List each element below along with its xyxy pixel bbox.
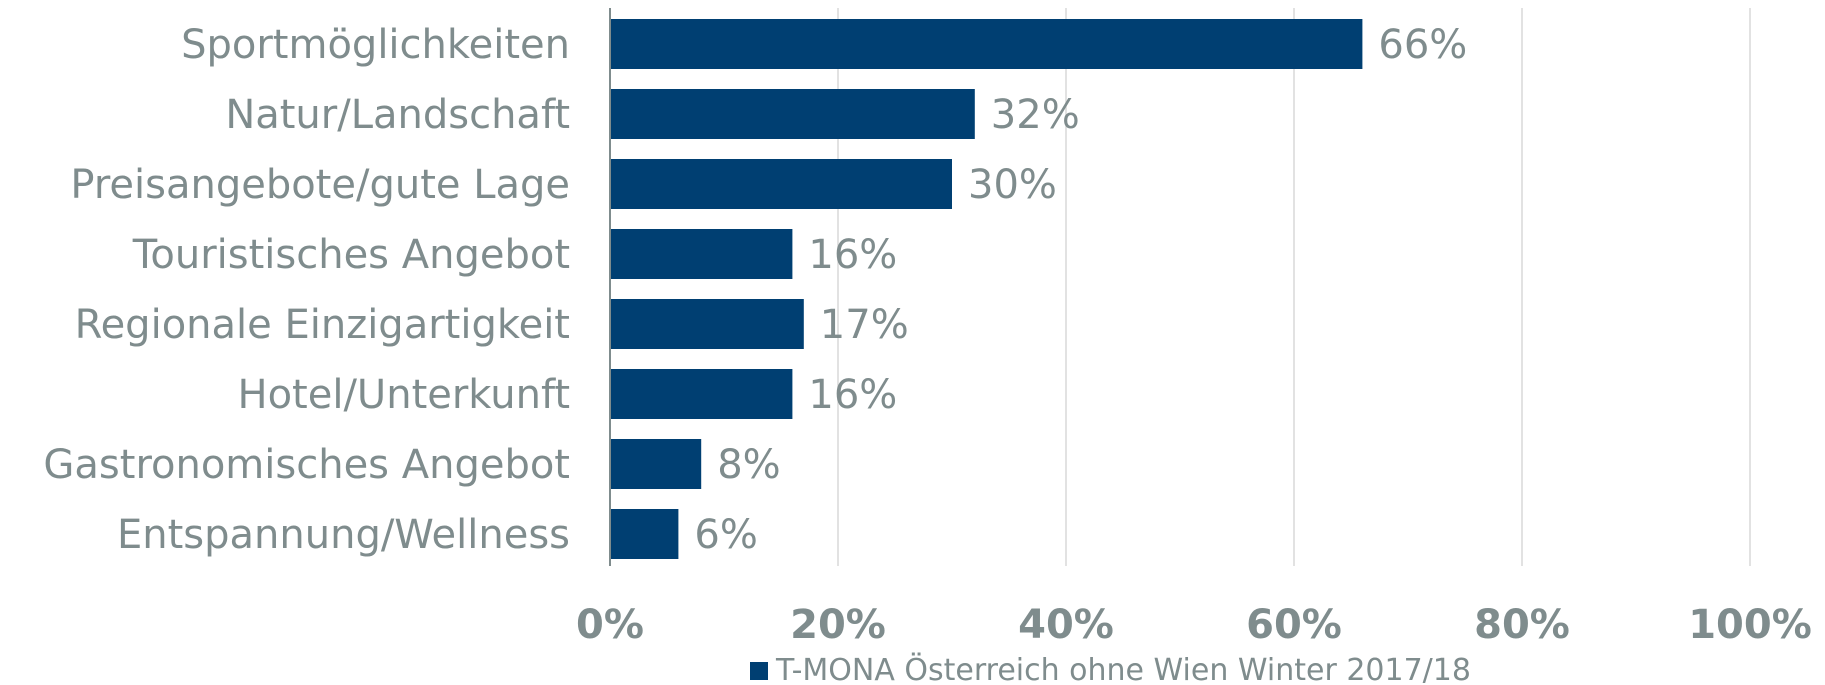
legend-label: T-MONA Österreich ohne Wien Winter 2017/… <box>775 652 1471 685</box>
bars <box>610 19 1363 559</box>
x-tick-label: 40% <box>1018 602 1114 648</box>
x-tick-label: 0% <box>576 602 644 648</box>
data-label: 17% <box>820 302 909 348</box>
x-tick-label: 60% <box>1246 602 1342 648</box>
data-label: 8% <box>717 442 780 488</box>
bar <box>610 439 702 489</box>
data-label: 32% <box>991 92 1080 138</box>
data-label: 16% <box>808 232 897 278</box>
category-label: Gastronomisches Angebot <box>43 442 570 488</box>
data-label: 30% <box>968 162 1057 208</box>
bar <box>610 89 975 139</box>
legend: T-MONA Österreich ohne Wien Winter 2017/… <box>750 652 1471 685</box>
category-label: Sportmöglichkeiten <box>181 22 570 68</box>
data-label: 66% <box>1378 22 1467 68</box>
bar <box>610 509 679 559</box>
category-label: Entspannung/Wellness <box>117 512 570 558</box>
value-labels: 66% 32% 30% 16% 17% 16% 8% 6% <box>694 22 1467 558</box>
x-tick-label: 100% <box>1688 602 1812 648</box>
legend-swatch <box>750 662 768 680</box>
bar <box>610 369 793 419</box>
x-tick-labels: 0% 20% 40% 60% 80% 100% <box>576 602 1812 648</box>
bar <box>610 19 1363 69</box>
x-tick-label: 20% <box>790 602 886 648</box>
category-label: Touristisches Angebot <box>132 232 570 278</box>
category-label: Preisangebote/gute Lage <box>70 162 570 208</box>
x-tick-label: 80% <box>1474 602 1570 648</box>
bar <box>610 229 793 279</box>
bar <box>610 299 804 349</box>
bar <box>610 159 952 209</box>
category-labels: Sportmöglichkeiten Natur/Landschaft Preisa… <box>43 22 570 558</box>
data-label: 6% <box>694 512 757 558</box>
category-label: Hotel/Unterkunft <box>238 372 571 418</box>
gridlines <box>837 8 1751 566</box>
category-label: Regionale Einzigartigkeit <box>75 302 570 348</box>
category-label: Natur/Landschaft <box>225 92 570 138</box>
data-label: 16% <box>808 372 897 418</box>
